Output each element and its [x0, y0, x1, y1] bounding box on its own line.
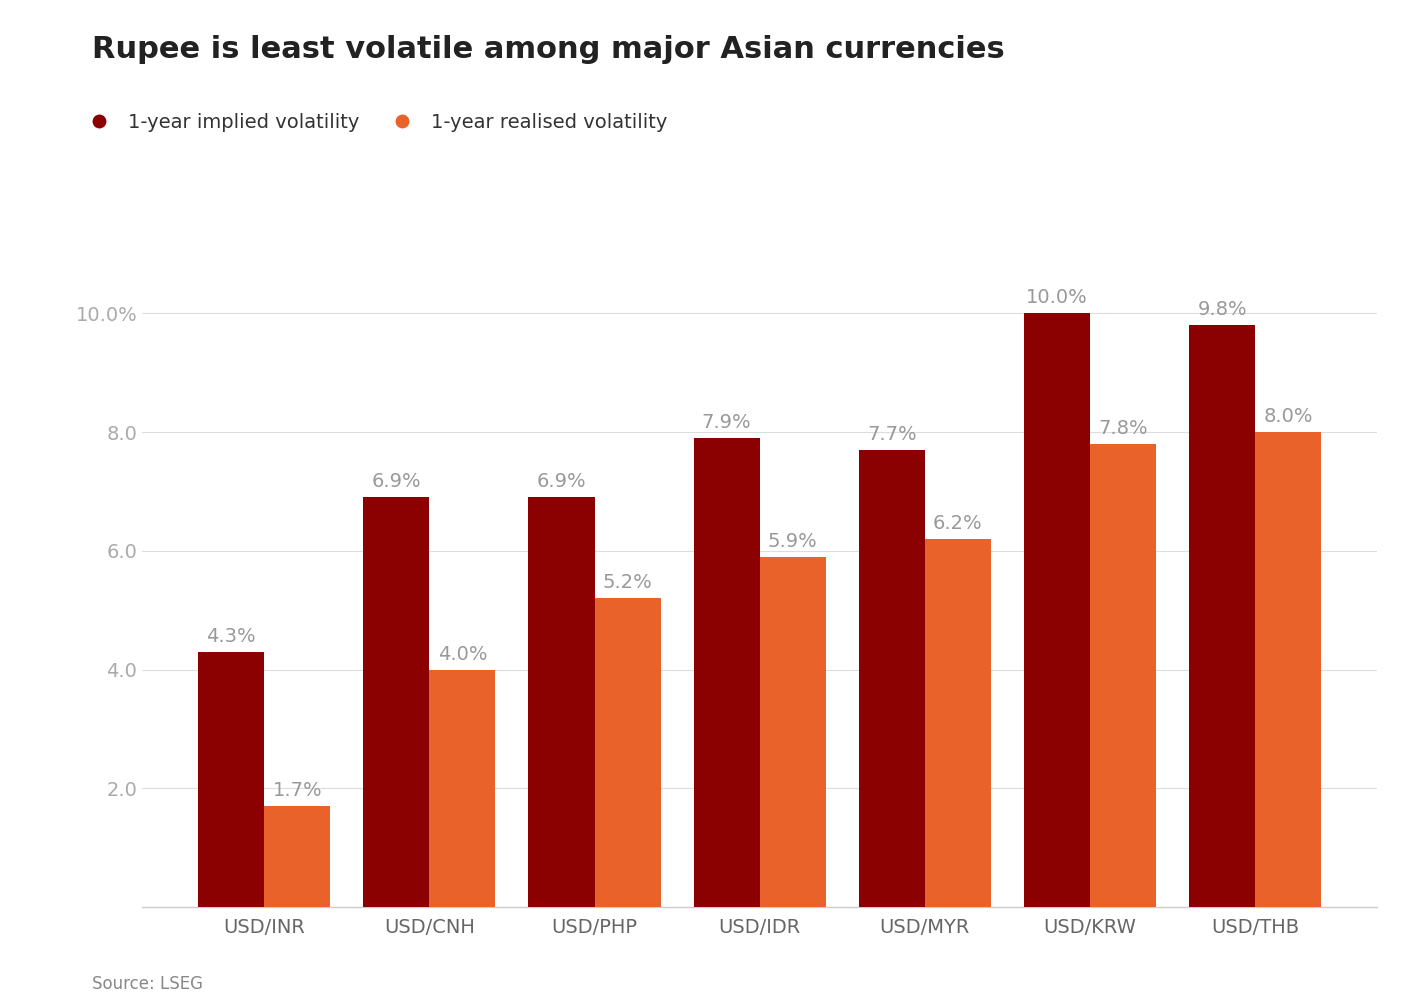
- Text: 1.7%: 1.7%: [273, 781, 322, 800]
- Text: 6.9%: 6.9%: [372, 473, 422, 492]
- Text: Source: LSEG: Source: LSEG: [92, 975, 203, 993]
- Bar: [364, 497, 429, 907]
- Text: 5.9%: 5.9%: [768, 532, 818, 550]
- Bar: [1024, 313, 1091, 907]
- Text: 6.2%: 6.2%: [933, 514, 983, 533]
- Bar: [199, 652, 264, 907]
- Bar: [528, 497, 595, 907]
- Bar: [1091, 444, 1156, 907]
- Text: 7.9%: 7.9%: [701, 413, 751, 432]
- Bar: [924, 539, 991, 907]
- Bar: [595, 599, 660, 907]
- Text: 4.3%: 4.3%: [206, 627, 256, 646]
- Text: 5.2%: 5.2%: [602, 574, 652, 593]
- Legend: 1-year implied volatility, 1-year realised volatility: 1-year implied volatility, 1-year realis…: [71, 105, 676, 140]
- Text: 7.7%: 7.7%: [868, 425, 917, 444]
- Text: 10.0%: 10.0%: [1027, 288, 1088, 307]
- Text: Rupee is least volatile among major Asian currencies: Rupee is least volatile among major Asia…: [92, 35, 1005, 65]
- Text: 7.8%: 7.8%: [1098, 419, 1147, 437]
- Bar: [1255, 432, 1321, 907]
- Bar: [760, 556, 826, 907]
- Bar: [1189, 325, 1255, 907]
- Bar: [264, 806, 331, 907]
- Bar: [859, 450, 924, 907]
- Text: 9.8%: 9.8%: [1197, 300, 1247, 320]
- Bar: [429, 669, 496, 907]
- Bar: [693, 437, 760, 907]
- Text: 6.9%: 6.9%: [537, 473, 586, 492]
- Text: 4.0%: 4.0%: [437, 645, 487, 663]
- Text: 8.0%: 8.0%: [1264, 407, 1314, 426]
